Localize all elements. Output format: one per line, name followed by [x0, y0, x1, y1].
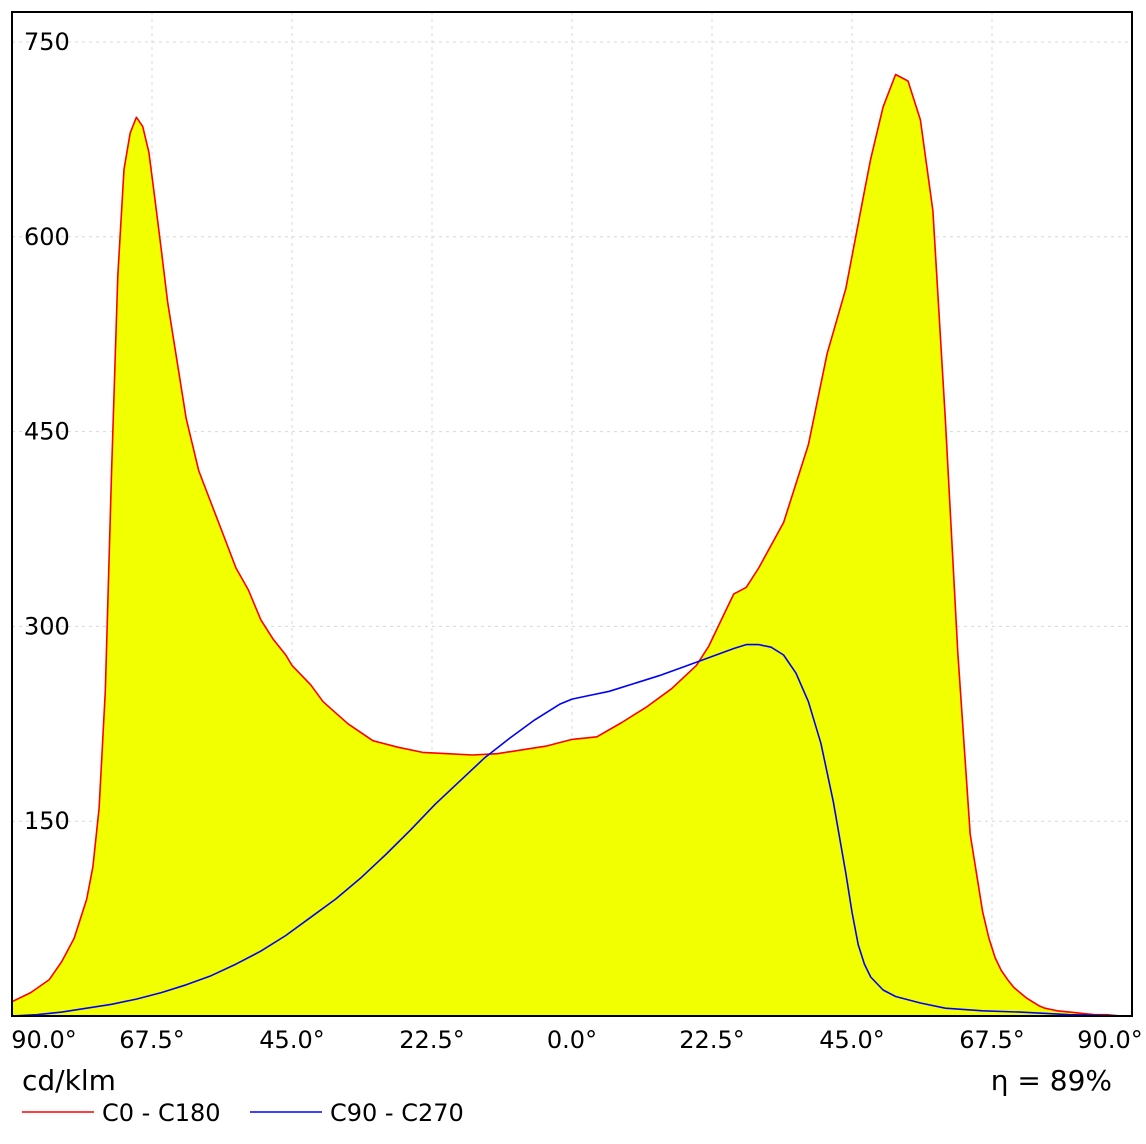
legend-label: C90 - C270 — [330, 1099, 464, 1127]
series-line-2 — [11, 643, 1133, 1017]
x-tick-label: 67.5° — [959, 1026, 1024, 1054]
x-tick-label: 0.0° — [547, 1026, 597, 1054]
y-axis-ticks: 150 300 450 600 750 — [24, 28, 70, 835]
line-layer — [11, 73, 1133, 1017]
x-tick-label: 90.0° — [1077, 1026, 1142, 1054]
efficiency-label: η = 89% — [991, 1064, 1112, 1097]
x-axis-ticks: 90.0° 67.5° 45.0° 22.5° 0.0° 22.5° 45.0° 67.5° 9… — [11, 1026, 1142, 1054]
series-line-1 — [11, 73, 1132, 1017]
legend-label: C0 - C180 — [102, 1099, 221, 1127]
x-tick-label: 45.0° — [819, 1026, 884, 1054]
x-tick-label: 22.5° — [679, 1026, 744, 1054]
x-tick-label: 90.0° — [11, 1026, 76, 1054]
x-tick-label: 22.5° — [399, 1026, 464, 1054]
y-tick-label: 750 — [24, 28, 70, 56]
y-tick-label: 300 — [24, 612, 70, 640]
x-tick-label: 67.5° — [119, 1026, 184, 1054]
legend: C0 - C180 C90 - C270 — [22, 1099, 464, 1127]
y-unit-label: cd/klm — [22, 1064, 116, 1097]
x-tick-label: 45.0° — [259, 1026, 324, 1054]
plot-frame — [11, 11, 1133, 1017]
fill-layer — [12, 74, 1132, 1016]
y-tick-label: 600 — [24, 223, 70, 251]
y-tick-label: 450 — [24, 418, 70, 446]
series-fill-1 — [12, 74, 1132, 1016]
y-tick-label: 150 — [24, 807, 70, 835]
